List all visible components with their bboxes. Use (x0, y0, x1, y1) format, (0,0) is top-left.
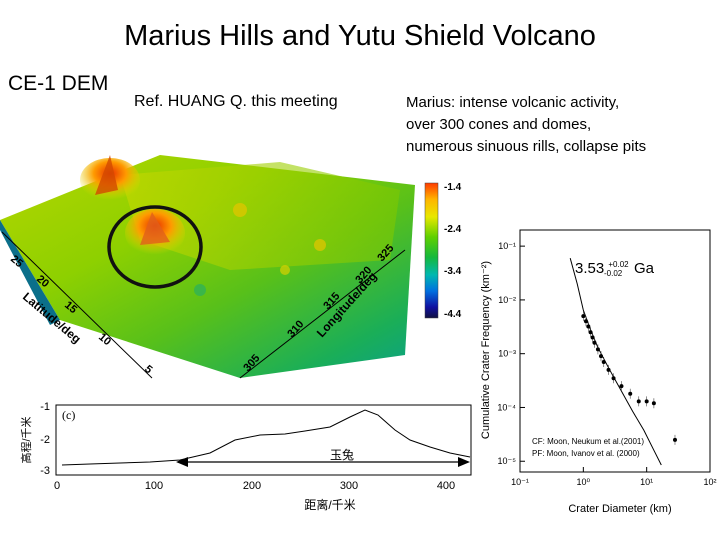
profile-xtick: 400 (437, 480, 455, 492)
profile-arrow-head-left (176, 457, 188, 467)
cfd-data-point (651, 401, 656, 406)
profile-xtick: 300 (340, 480, 358, 492)
colorbar-tick: -4.4 (444, 309, 462, 320)
profile-ytick: -1 (40, 401, 50, 413)
cfd-age-value: 3.53 (575, 260, 604, 277)
terrain-bright-zone (120, 162, 400, 270)
terrain-edge-shadow (0, 220, 60, 325)
colorbar-tick: -2.4 (444, 224, 462, 235)
cfd-y-tick-label: 10⁻¹ (498, 241, 516, 251)
lat-tick: 5 (142, 363, 154, 376)
cfd-data-point (592, 340, 597, 345)
cfd-data-point (588, 330, 593, 335)
cfd-data-point (601, 360, 606, 365)
cfd-data-point (611, 376, 616, 381)
cfd-data-point (598, 354, 603, 359)
highlight-circle (107, 205, 203, 289)
profile-frame (55, 404, 472, 476)
profile-arrow-label: 玉兔 (330, 447, 354, 462)
cfd-data-point (636, 399, 641, 404)
profile-ytick: -2 (40, 434, 50, 446)
cfd-age-unit: Ga (634, 260, 655, 277)
cfd-data-point (628, 391, 633, 396)
colorbar (424, 182, 439, 319)
cfd-data-point (590, 335, 595, 340)
cfd-ylabel: Cumulative Crater Frequency (km⁻²) (480, 261, 492, 439)
description-line-1: Marius: intense volcanic activity, (406, 94, 620, 111)
description-line-2: over 300 cones and domes, (406, 116, 592, 133)
colorbar-tick: -3.4 (444, 266, 462, 277)
cfd-data-point (586, 324, 591, 329)
cfd-data-point (581, 314, 586, 319)
description-line-3: numerous sinuous rills, collapse pits (406, 138, 647, 155)
cfd-data-point (644, 399, 649, 404)
crater-frequency-chart: Cumulative Crater Frequency (km⁻²) Crate… (480, 229, 717, 515)
cfd-data-point (606, 367, 611, 372)
elevation-profile-chart: (c) 高程/千米 -1 -2 -3 0 100 200 300 400 距离/… (19, 401, 472, 512)
cfd-legend-cf: CF: Moon, Neukum et al.(2001) (532, 437, 644, 446)
terrain-bump (314, 239, 326, 251)
profile-ytick: -3 (40, 465, 50, 477)
dem-label: CE-1 DEM (8, 72, 109, 95)
profile-xtick: 0 (54, 480, 60, 492)
profile-line (61, 409, 471, 466)
profile-xtick: 100 (145, 480, 163, 492)
cfd-data-point (583, 319, 588, 324)
cfd-frame (519, 229, 711, 473)
cfd-annotation: 3.53 +0.02 (575, 260, 629, 277)
profile-xtick: 200 (243, 480, 261, 492)
profile-xlabel: 距离/千米 (304, 497, 355, 512)
longitude-axis (239, 249, 406, 379)
cfd-age-plus: +0.02 (608, 260, 629, 269)
cfd-data-point (595, 347, 600, 352)
cfd-data-point (619, 384, 624, 389)
cfd-y-ticks: 10⁻¹ 10⁻² 10⁻³ 10⁻⁴ 10⁻⁵ (497, 241, 525, 466)
slide-title: Marius Hills and Yutu Shield Volcano (124, 20, 596, 52)
profile-panel-label: (c) (62, 408, 75, 422)
cfd-y-tick-label: 10⁻² (498, 295, 516, 305)
terrain-bump (194, 284, 206, 296)
cfd-age-minus: -0.02 (604, 269, 623, 278)
reference-note: Ref. HUANG Q. this meeting (134, 93, 338, 110)
cfd-x-ticks: 10⁻¹ 10⁰ 10¹ 10² (511, 467, 717, 487)
cfd-y-tick-label: 10⁻³ (498, 349, 516, 359)
terrain-peak-circled-ridge (140, 212, 170, 245)
cfd-x-tick-label: 10⁻¹ (511, 477, 529, 487)
terrain-bump (280, 265, 290, 275)
terrain-bump (233, 203, 247, 217)
cfd-y-tick-label: 10⁻⁵ (498, 456, 517, 466)
profile-arrow-head-right (458, 457, 470, 467)
cfd-data-point (672, 437, 677, 442)
profile-ylabel: 高程/千米 (19, 416, 33, 463)
cfd-legend-pf: PF: Moon, Ivanov et al. (2000) (532, 449, 640, 458)
cfd-x-tick-label: 10⁰ (577, 477, 591, 487)
cfd-points (581, 311, 677, 445)
cfd-x-tick-label: 10¹ (640, 477, 653, 487)
cfd-xlabel: Crater Diameter (km) (568, 503, 671, 515)
cfd-y-tick-label: 10⁻⁴ (497, 402, 516, 412)
cfd-x-tick-label: 10² (703, 477, 716, 487)
dem-terrain-map: 25 20 15 10 5 Latitude/deg 305 310 315 3… (0, 155, 462, 379)
colorbar-tick: -1.4 (444, 182, 462, 193)
latitude-axis (1, 231, 153, 379)
terrain-peak-north-ridge (95, 155, 118, 195)
